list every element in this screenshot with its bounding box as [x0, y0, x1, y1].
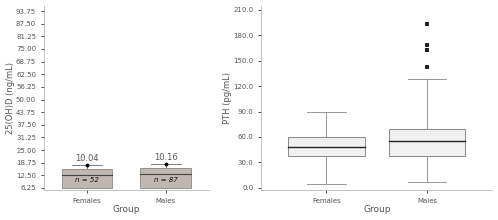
Bar — [140, 168, 191, 188]
Text: 10.16: 10.16 — [154, 153, 178, 162]
Y-axis label: PTH (pg/mL): PTH (pg/mL) — [223, 72, 232, 124]
Bar — [62, 169, 112, 188]
X-axis label: Group: Group — [113, 205, 140, 214]
Text: n = 87: n = 87 — [154, 177, 178, 183]
Text: 10.04: 10.04 — [75, 154, 99, 163]
Y-axis label: 25(OH)D (ng/mL): 25(OH)D (ng/mL) — [5, 62, 14, 134]
X-axis label: Group: Group — [363, 205, 390, 214]
Bar — [389, 128, 465, 156]
Bar — [288, 137, 365, 156]
Text: n = 52: n = 52 — [75, 177, 99, 183]
